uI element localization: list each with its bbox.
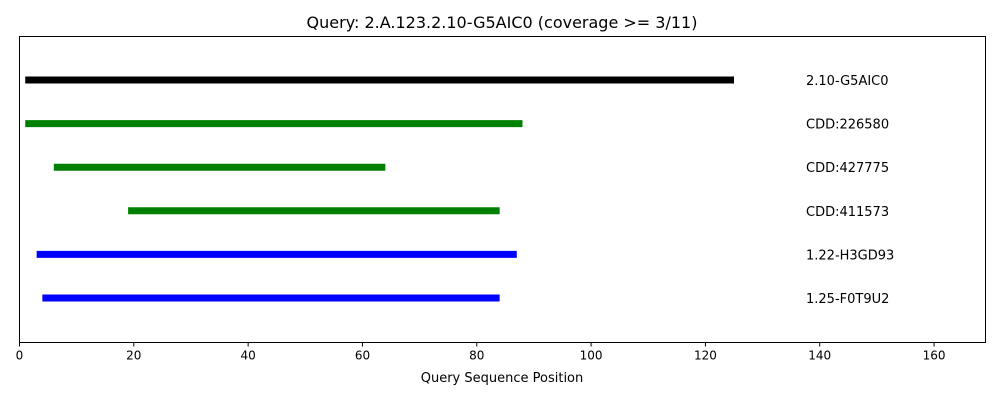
x-tick-label: 160 bbox=[923, 349, 946, 363]
series-label: CDD:411573 bbox=[806, 205, 889, 220]
x-axis: 0 20 40 60 80 100 120 140 160 bbox=[16, 342, 946, 363]
series-labels: 2.10-G5AIC0 CDD:226580 CDD:427775 CDD:41157… bbox=[806, 74, 894, 307]
plot-area bbox=[19, 36, 986, 343]
series-label: CDD:226580 bbox=[806, 118, 889, 133]
x-tick-label: 100 bbox=[580, 349, 603, 363]
x-tick-label: 80 bbox=[469, 349, 484, 363]
x-tick-label: 60 bbox=[355, 349, 370, 363]
x-tick-label: 140 bbox=[808, 349, 831, 363]
series-label: 1.22-H3GD93 bbox=[806, 248, 894, 263]
x-tick-label: 20 bbox=[126, 349, 141, 363]
x-tick-label: 0 bbox=[16, 349, 24, 363]
x-axis-label: Query Sequence Position bbox=[421, 371, 584, 386]
x-tick-label: 40 bbox=[240, 349, 255, 363]
chart-title: Query: 2.A.123.2.10-G5AIC0 (coverage >= … bbox=[307, 13, 698, 32]
series-group bbox=[25, 76, 734, 302]
series-label: 1.25-F0T9U2 bbox=[806, 292, 889, 307]
series-label: 2.10-G5AIC0 bbox=[806, 74, 889, 89]
x-tick-label: 120 bbox=[694, 349, 717, 363]
series-label: CDD:427775 bbox=[806, 161, 889, 176]
